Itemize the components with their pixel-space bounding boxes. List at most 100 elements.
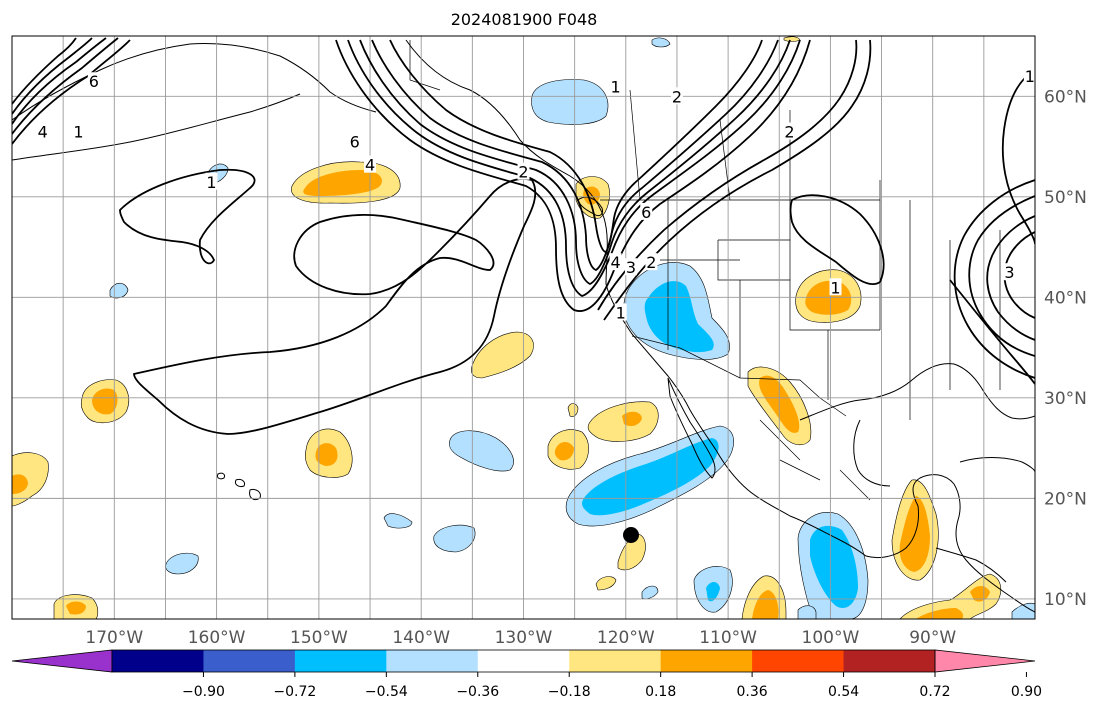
storm-center-marker: [623, 527, 639, 543]
colorbar-segment: [386, 650, 479, 672]
anomaly-patch: [12, 474, 28, 494]
contour-line: [12, 37, 107, 125]
contour-label: 4: [38, 122, 48, 141]
colorbar-tick-label: −0.72: [273, 684, 316, 700]
contour-label-bg: [614, 303, 627, 321]
anomaly-patch: [752, 590, 779, 619]
anomaly-patch: [165, 552, 199, 575]
lat-tick-label: 60°N: [1044, 87, 1087, 107]
latitude-tick-labels: 10°N 20°N 30°N 40°N 50°N 60°N: [1044, 87, 1087, 610]
colorbar-segment: [112, 650, 204, 672]
contour-label: 2: [518, 163, 528, 182]
map-title: 2024081900 F048: [451, 10, 598, 29]
contour-line: [953, 179, 1035, 379]
contour-label: 6: [89, 72, 99, 91]
colorbar-segment: [569, 650, 662, 672]
contour-label: 1: [206, 173, 216, 192]
colorbar-frame: [111, 649, 936, 673]
aleutian-chain: [12, 93, 301, 161]
contour-line: [1003, 231, 1035, 319]
anomaly-patch: [644, 281, 714, 353]
contour-label: 1: [610, 77, 620, 96]
contour-label: 3: [626, 258, 636, 277]
map-frame: [11, 35, 1036, 620]
contour-line: [1001, 69, 1035, 245]
anomaly-patch: [651, 37, 671, 48]
political-borders: [409, 40, 1001, 501]
lon-tick-label: 160°W: [188, 628, 246, 648]
anomaly-patch: [531, 79, 609, 125]
contour-label: 2: [672, 87, 682, 106]
contour-label-bg: [783, 122, 796, 140]
central-america: [935, 547, 1007, 583]
contour-line: [968, 195, 1035, 357]
us-state-lines: [660, 200, 1001, 420]
colorbar-segment: [294, 650, 387, 672]
anomaly-patch: [582, 438, 719, 516]
baja-california: [667, 377, 716, 479]
contour-label: 6: [350, 133, 360, 152]
contour-line: [335, 39, 811, 312]
contour-line: [12, 39, 131, 145]
lat-tick-label: 40°N: [1044, 288, 1087, 308]
lon-tick-label: 170°W: [85, 628, 143, 648]
lon-tick-label: 90°W: [909, 628, 956, 648]
colorbar-high-extend: [934, 649, 1036, 673]
contour-label-bg: [645, 253, 658, 271]
graticule: [12, 36, 1035, 619]
anomaly-patch: [471, 331, 534, 379]
anomaly-patch: [595, 576, 617, 591]
contour-label: 4: [365, 156, 375, 175]
contour-line: [133, 178, 537, 435]
contour-label: 1: [73, 122, 83, 141]
contour-line: [347, 39, 801, 297]
contour-label-bg: [36, 122, 49, 140]
contour-label: 3: [1004, 263, 1014, 282]
lat-tick-label: 10°N: [1044, 590, 1087, 610]
colorbar-segment: [752, 650, 845, 672]
anomaly-patch: [916, 608, 964, 619]
contour-line: [603, 39, 872, 321]
colorbar-tick-label: −0.54: [365, 684, 408, 700]
colorbar-tick-label: 0.18: [645, 684, 676, 700]
contour-label-bg: [609, 253, 622, 271]
lon-tick-label: 130°W: [495, 628, 553, 648]
hawaii-1: [235, 479, 245, 487]
colorbar-segment: [477, 650, 570, 672]
lon-tick-label: 110°W: [699, 628, 757, 648]
anomaly-patch: [92, 388, 118, 415]
contour-line: [389, 39, 763, 253]
anomaly-patch: [899, 573, 1002, 619]
colorbar-tick-label: 0.54: [828, 684, 859, 700]
colorbar-segment: [203, 650, 296, 672]
contour-label-bg: [205, 172, 218, 190]
colorbar-tick-label: 0.90: [1011, 684, 1042, 700]
contour-label: 1: [830, 278, 840, 297]
contour-line: [986, 215, 1035, 341]
contour-label: 2: [784, 122, 794, 141]
anomaly-patch: [1011, 602, 1035, 619]
lon-tick-label: 150°W: [290, 628, 348, 648]
contour-label-bg: [670, 87, 683, 105]
us-mexico-border: [631, 335, 847, 417]
anomaly-contours: [12, 37, 1035, 435]
anomaly-patch: [12, 452, 49, 507]
colorbar-tick-label: 0.72: [919, 684, 950, 700]
lat-tick-label: 50°N: [1044, 188, 1087, 208]
longitude-tick-labels: 170°W 160°W 150°W 140°W 130°W 120°W 110°W 100°W…: [85, 628, 956, 648]
gulf-of-mexico-coast: [799, 363, 1035, 421]
contour-label-bg: [87, 72, 100, 90]
anomaly-patch: [706, 582, 720, 602]
anomaly-patch: [303, 170, 382, 196]
anomaly-patch: [622, 411, 642, 426]
contour-line: [12, 37, 93, 115]
colorbar: −0.90 −0.72 −0.54 −0.36 −0.18 0.18 0.36 0.54 0.7…: [11, 649, 1042, 700]
contour-line: [12, 37, 77, 105]
contour-line: [371, 39, 779, 271]
colorbar-segment: [843, 650, 936, 672]
alaska-canada-border: [409, 40, 441, 91]
positive-anomaly-shading: [12, 36, 1002, 619]
contour-line: [119, 168, 256, 265]
anomaly-patch: [810, 525, 858, 608]
